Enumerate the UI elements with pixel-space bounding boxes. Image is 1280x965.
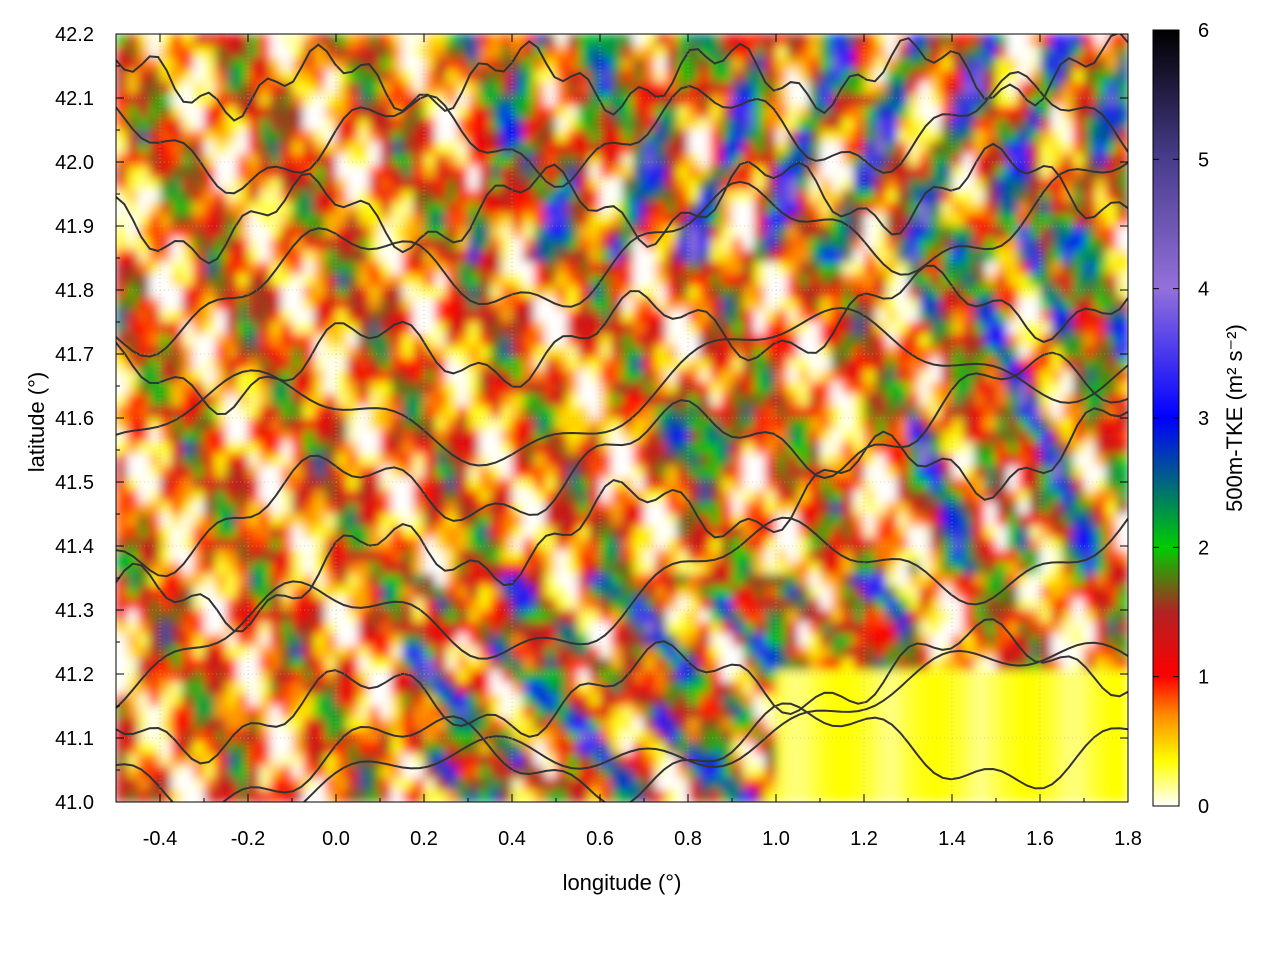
x-tick-label: 1.4 [938,828,966,850]
colorbar-tick-label: 5 [1198,149,1209,171]
x-tick-label: 0.2 [410,828,438,850]
y-axis-label: latitude (°) [24,372,49,473]
y-tick-label: 41.0 [55,792,94,814]
x-tick-label: 1.8 [1114,828,1142,850]
colorbar-tick-label: 3 [1198,408,1209,430]
y-tick-label: 41.9 [55,216,94,238]
y-tick-label: 41.8 [55,280,94,302]
y-tick-label: 41.4 [55,536,94,558]
y-tick-label: 41.7 [55,344,94,366]
colorbar-tick-label: 6 [1198,20,1209,42]
x-tick-label: 0.0 [322,828,350,850]
y-tick-label: 41.1 [55,728,94,750]
y-tick-label: 41.5 [55,472,94,494]
y-tick-label: 41.3 [55,600,94,622]
colorbar-tick-label: 1 [1198,667,1209,689]
y-tick-label: 41.2 [55,664,94,686]
x-tick-label: 1.0 [762,828,790,850]
x-tick-label: 1.2 [850,828,878,850]
colorbar-label: 500m-TKE (m² s⁻²) [1222,324,1247,512]
x-tick-label: 1.6 [1026,828,1054,850]
colorbar-tick-label: 0 [1198,796,1209,818]
colorbar-tick-label: 4 [1198,279,1209,301]
colorbar-tick-label: 2 [1198,537,1209,559]
y-tick-label: 42.0 [55,152,94,174]
y-tick-label: 42.1 [55,88,94,110]
x-tick-label: -0.4 [143,828,177,850]
colorbar: 0 1 2 3 4 5 6 500m-TKE (m² s⁻²) [1153,20,1247,818]
x-tick-label: 0.8 [674,828,702,850]
y-tick-label: 41.6 [55,408,94,430]
x-tick-label: -0.2 [231,828,265,850]
x-tick-label: 0.4 [498,828,526,850]
x-tick-label: 0.6 [586,828,614,850]
y-tick-label: 42.2 [55,24,94,46]
x-axis-label: longitude (°) [563,870,682,895]
